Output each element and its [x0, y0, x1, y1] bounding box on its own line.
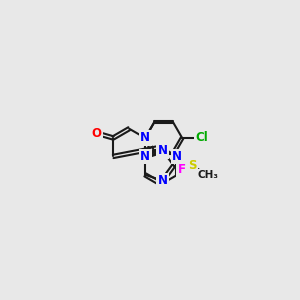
Text: F: F — [178, 163, 186, 176]
Text: N: N — [158, 174, 168, 187]
Text: N: N — [158, 144, 168, 157]
Text: N: N — [140, 150, 150, 163]
Text: Cl: Cl — [195, 131, 208, 144]
Text: CH₃: CH₃ — [198, 170, 219, 180]
Text: O: O — [91, 127, 101, 140]
Text: S: S — [188, 159, 197, 172]
Text: N: N — [172, 150, 182, 163]
Text: N: N — [140, 131, 150, 144]
